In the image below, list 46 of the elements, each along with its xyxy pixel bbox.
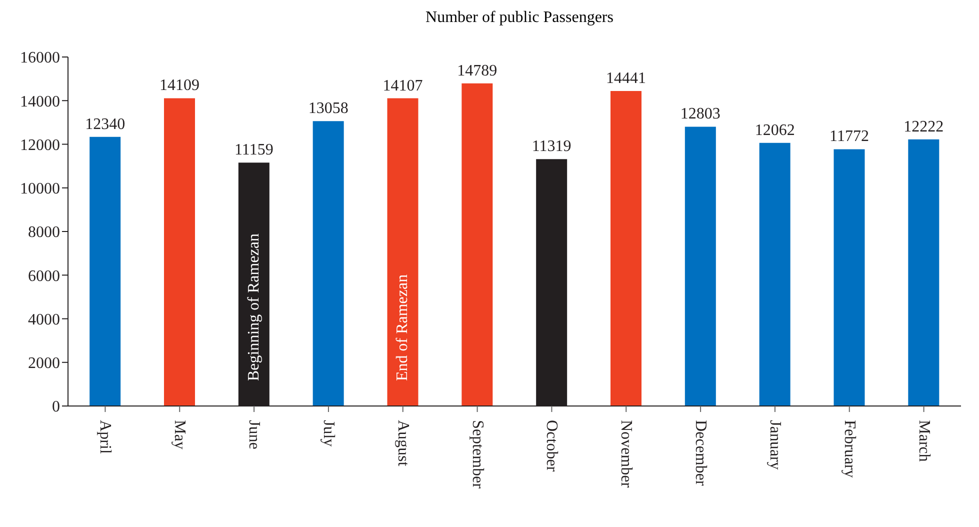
bar	[462, 83, 493, 406]
y-tick-label: 14000	[20, 93, 60, 110]
x-tick-label: November	[618, 420, 635, 488]
data-label: 11319	[532, 138, 572, 156]
data-label: 12803	[680, 106, 720, 123]
y-tick-label: 12000	[20, 136, 60, 154]
data-label: 11772	[830, 128, 869, 146]
bar	[312, 121, 344, 406]
x-tick-label: June	[246, 420, 263, 450]
x-tick-label: August	[394, 420, 412, 467]
data-label: 12062	[754, 122, 795, 139]
bar	[164, 98, 195, 406]
x-tick-label: July	[320, 420, 337, 447]
bar	[387, 98, 418, 406]
bar	[610, 91, 642, 406]
data-label: 11159	[234, 142, 274, 159]
y-tick-label: 2000	[28, 355, 60, 372]
x-tick-label: March	[915, 420, 932, 462]
x-tick-label: December	[692, 420, 710, 486]
data-label: 13058	[308, 100, 348, 118]
bar	[908, 139, 940, 406]
data-label: 14441	[606, 70, 646, 88]
bar	[684, 126, 716, 406]
y-tick-label: 8000	[28, 224, 60, 242]
data-label: 14789	[457, 62, 498, 80]
x-tick-label: May	[171, 420, 188, 450]
y-tick-label: 6000	[28, 268, 60, 285]
data-label: 12340	[85, 116, 126, 133]
data-label: 12222	[904, 118, 944, 136]
x-tick-label: September	[468, 420, 486, 490]
y-tick-label: 0	[52, 398, 60, 416]
bar	[759, 142, 790, 406]
x-tick-label: October	[543, 420, 560, 472]
y-tick-label: 16000	[20, 50, 60, 67]
annotation: End of Ramezan	[394, 274, 412, 381]
y-tick-label: 10000	[20, 180, 60, 198]
chart-title: Number of public Passengers	[424, 8, 614, 28]
y-tick-label: 4000	[28, 311, 60, 328]
annotation: Beginning of Ramezan	[245, 233, 262, 381]
x-tick-label: January	[766, 420, 784, 470]
bar	[834, 149, 865, 406]
x-tick-label: April	[96, 420, 114, 454]
data-label: 14107	[382, 77, 423, 94]
x-tick-label: February	[840, 420, 858, 478]
data-label: 14109	[159, 77, 200, 94]
bar	[90, 136, 121, 406]
